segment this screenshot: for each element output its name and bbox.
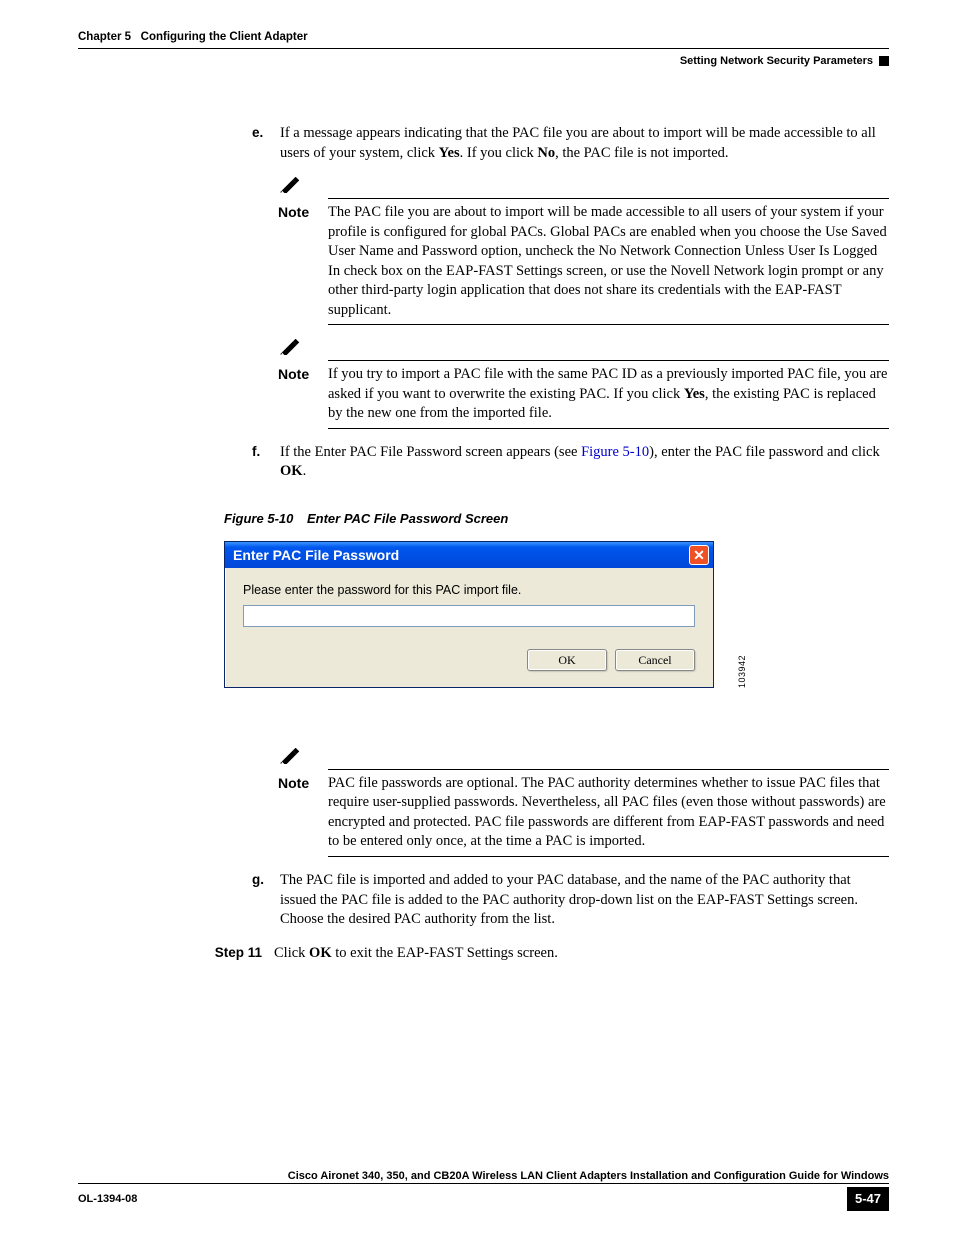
guide-title: Cisco Aironet 340, 350, and CB20A Wirele… [78,1169,889,1184]
body-e: If a message appears indicating that the… [280,124,889,163]
pen-icon [280,339,302,355]
marker-e: e. [252,124,280,163]
password-input[interactable] [243,605,695,627]
note-label: Note [278,774,328,852]
ok-button[interactable]: OK [527,649,607,671]
note-1-text: The PAC file you are about to import wil… [328,203,889,320]
footer: Cisco Aironet 340, 350, and CB20A Wirele… [78,1169,889,1211]
header-left: Chapter 5 Configuring the Client Adapter [78,30,308,46]
close-button[interactable]: ✕ [689,545,709,565]
figure-number: Figure 5-10 [224,511,293,526]
marker-f: f. [252,443,280,482]
figure-wrap: Enter PAC File Password ✕ Please enter t… [224,541,744,688]
pen-icon [280,748,302,764]
pen-icon [280,177,302,193]
note-2: Note If you try to import a PAC file wit… [278,339,889,428]
note-label: Note [278,365,328,424]
note-2-text: If you try to import a PAC file with the… [328,365,889,424]
list-item-g: g. The PAC file is imported and added to… [252,871,889,930]
doc-id: OL-1394-08 [78,1192,137,1207]
close-icon: ✕ [693,546,705,565]
list-item-e: e. If a message appears indicating that … [252,124,889,163]
note-3-text: PAC file passwords are optional. The PAC… [328,774,889,852]
section-title: Setting Network Security Parameters [680,54,873,69]
figure-title: Enter PAC File Password Screen [307,511,508,526]
dialog-title: Enter PAC File Password [233,546,399,565]
step-body: Click OK to exit the EAP-FAST Settings s… [274,944,889,964]
note-3: Note PAC file passwords are optional. Th… [278,748,889,857]
marker-g: g. [252,871,280,930]
figure-link[interactable]: Figure 5-10 [581,444,649,460]
figure-caption: Figure 5-10 Enter PAC File Password Scre… [224,510,889,528]
figure-image-id: 103942 [736,655,748,688]
page-number: 5-47 [847,1187,889,1211]
body-g: The PAC file is imported and added to yo… [280,871,889,930]
titlebar: Enter PAC File Password ✕ [225,542,713,568]
header-marker [879,56,889,66]
cancel-button[interactable]: Cancel [615,649,695,671]
body-f: If the Enter PAC File Password screen ap… [280,443,889,482]
chapter-title: Configuring the Client Adapter [141,31,308,43]
list-item-f: f. If the Enter PAC File Password screen… [252,443,889,482]
chapter-label: Chapter 5 [78,31,131,43]
note-1: Note The PAC file you are about to impor… [278,177,889,325]
step-11: Step 11 Click OK to exit the EAP-FAST Se… [202,944,889,964]
dialog: Enter PAC File Password ✕ Please enter t… [224,541,714,688]
dialog-prompt: Please enter the password for this PAC i… [243,582,695,599]
step-label: Step 11 [202,944,274,964]
note-label: Note [278,203,328,320]
